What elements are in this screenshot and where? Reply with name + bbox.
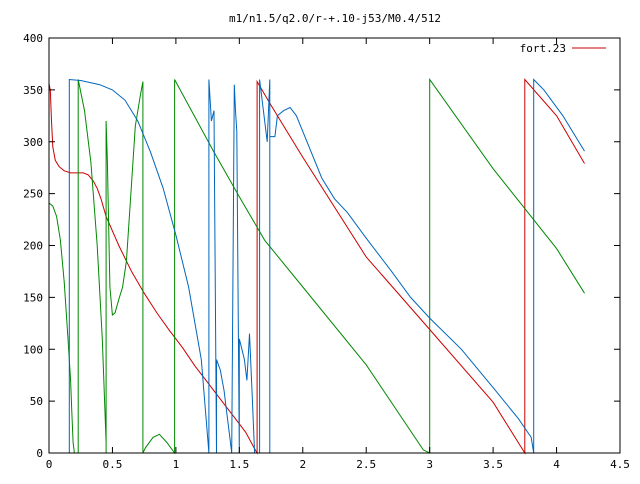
y-tick-label: 50: [30, 395, 43, 408]
x-tick-label: 3: [426, 458, 433, 471]
legend-label: fort.23: [520, 42, 566, 55]
y-tick-label: 100: [23, 343, 43, 356]
series-line-1: [48, 78, 585, 455]
x-tick-label: 1: [173, 458, 180, 471]
y-tick-label: 250: [23, 188, 43, 201]
y-tick-label: 400: [23, 32, 43, 45]
x-tick-label: 2.5: [356, 458, 376, 471]
x-tick-label: 4.5: [610, 458, 630, 471]
y-tick-label: 350: [23, 84, 43, 97]
legend: fort.23: [520, 42, 606, 55]
y-tick-label: 300: [23, 136, 43, 149]
x-tick-label: 3.5: [483, 458, 503, 471]
y-tick-label: 200: [23, 240, 43, 253]
x-tick-label: 1.5: [229, 458, 249, 471]
y-tick-label: 150: [23, 291, 43, 304]
x-tick-label: 2: [299, 458, 306, 471]
y-tick-label: 0: [36, 447, 43, 460]
series-line-2: [48, 77, 585, 455]
chart-title: m1/n1.5/q2.0/r-+.10-j53/M0.4/512: [229, 12, 441, 25]
x-tick-label: 0: [46, 458, 53, 471]
x-tick-label: 4: [553, 458, 560, 471]
series-line-3: [49, 78, 585, 454]
x-tick-label: 0.5: [103, 458, 123, 471]
